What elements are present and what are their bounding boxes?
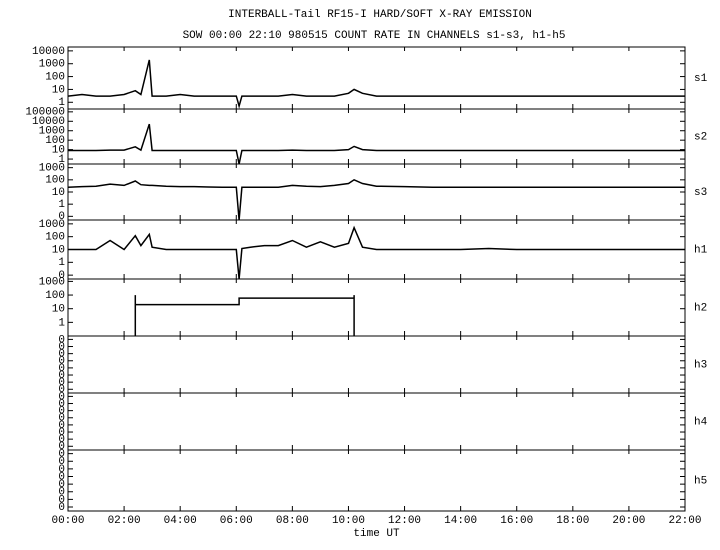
y-tick-label: 10000 <box>32 46 65 58</box>
series-line <box>68 225 685 279</box>
panel-label: h3 <box>694 359 707 371</box>
y-tick-label: 10 <box>52 145 65 157</box>
y-tick-label: 0 <box>58 427 65 439</box>
y-tick-label: 0 <box>58 441 65 453</box>
y-tick-label: 100 <box>45 232 65 244</box>
y-tick-label: 0 <box>58 341 65 353</box>
y-tick-label: 0 <box>58 471 65 483</box>
y-tick-label: 100 <box>45 290 65 302</box>
chart-subtitle: SOW 00:00 22:10 980515 COUNT RATE IN CHA… <box>183 30 566 42</box>
panel-label: s2 <box>694 131 707 143</box>
y-tick-label: 10 <box>52 187 65 199</box>
y-tick-label: 0 <box>58 270 65 282</box>
x-tick-label: 16:00 <box>500 515 533 527</box>
y-tick-label: 0 <box>58 487 65 499</box>
y-tick-label: 10000 <box>32 116 65 128</box>
y-tick-label: 1000 <box>39 219 65 231</box>
x-tick-label: 04:00 <box>164 515 197 527</box>
panel-label: h5 <box>694 475 707 487</box>
x-tick-label: 12:00 <box>388 515 421 527</box>
y-tick-label: 0 <box>58 502 65 514</box>
x-axis-label: time UT <box>353 528 400 540</box>
y-tick-label: 0 <box>58 464 65 476</box>
y-tick-label: 0 <box>58 398 65 410</box>
y-tick-label: 0 <box>58 349 65 361</box>
y-tick-label: 0 <box>58 370 65 382</box>
y-tick-label: 0 <box>58 494 65 506</box>
y-tick-label: 1000 <box>39 276 65 288</box>
y-tick-label: 0 <box>58 391 65 403</box>
panel-frame <box>67 163 686 221</box>
panel-frame <box>67 392 686 451</box>
panel-frame <box>67 108 686 165</box>
y-tick-label: 1 <box>58 257 65 269</box>
y-tick-label: 1 <box>58 154 65 166</box>
x-tick-label: 06:00 <box>220 515 253 527</box>
y-tick-label: 0 <box>58 413 65 425</box>
y-tick-label: 100 <box>45 135 65 147</box>
y-tick-label: 0 <box>58 363 65 375</box>
y-tick-label: 1000 <box>39 59 65 71</box>
series-line <box>134 295 355 336</box>
y-tick-label: 1 <box>58 97 65 109</box>
y-tick-label: 10 <box>52 304 65 316</box>
y-tick-label: 10 <box>52 84 65 96</box>
panel-label: s3 <box>694 187 707 199</box>
y-tick-label: 0 <box>58 449 65 461</box>
y-tick-label: 10 <box>52 244 65 256</box>
series-line <box>68 178 685 220</box>
y-tick-label: 0 <box>58 377 65 389</box>
series-line <box>68 123 685 164</box>
series-line <box>68 59 685 109</box>
x-tick-label: 00:00 <box>51 515 84 527</box>
panel-frame <box>67 449 686 512</box>
panel-label: s1 <box>694 73 708 85</box>
x-tick-label: 10:00 <box>332 515 365 527</box>
y-tick-label: 0 <box>58 406 65 418</box>
x-tick-label: 08:00 <box>276 515 309 527</box>
y-tick-label: 0 <box>58 434 65 446</box>
y-tick-label: 1 <box>58 317 65 329</box>
y-tick-label: 0 <box>58 334 65 346</box>
y-tick-label: 0 <box>58 211 65 223</box>
panel-frame <box>67 335 686 394</box>
x-tick-label: 22:00 <box>668 515 701 527</box>
chart-title: INTERBALL-Tail RF15-I HARD/SOFT X-RAY EM… <box>228 9 532 21</box>
y-tick-label: 100 <box>45 71 65 83</box>
y-tick-label: 1000 <box>39 163 65 175</box>
y-tick-label: 100 <box>45 175 65 187</box>
x-tick-label: 14:00 <box>444 515 477 527</box>
x-tick-label: 18:00 <box>556 515 589 527</box>
y-tick-label: 0 <box>58 356 65 368</box>
panel-frame <box>67 278 686 337</box>
panel-label: h4 <box>694 416 708 428</box>
panel-label: h2 <box>694 302 707 314</box>
panel-label: h1 <box>694 244 708 256</box>
x-tick-label: 02:00 <box>108 515 141 527</box>
panel-frame <box>67 46 686 110</box>
y-tick-label: 100000 <box>25 107 65 119</box>
y-tick-label: 1 <box>58 199 65 211</box>
y-tick-label: 0 <box>58 384 65 396</box>
y-tick-label: 1000 <box>39 126 65 138</box>
y-tick-label: 0 <box>58 456 65 468</box>
y-tick-label: 0 <box>58 420 65 432</box>
y-tick-label: 0 <box>58 479 65 491</box>
x-tick-label: 20:00 <box>612 515 645 527</box>
